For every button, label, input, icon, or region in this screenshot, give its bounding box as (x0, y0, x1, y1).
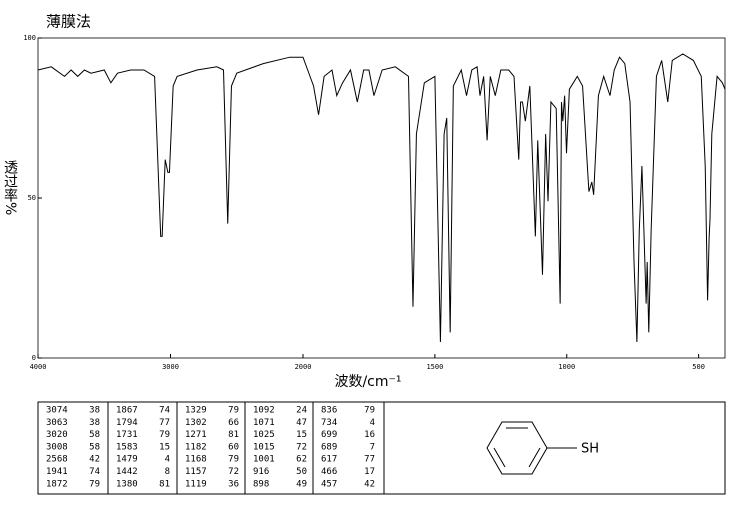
peak-transmittance: 49 (296, 479, 307, 489)
peak-transmittance: 15 (296, 430, 307, 440)
peak-transmittance: 38 (89, 418, 100, 428)
peak-transmittance: 16 (364, 430, 375, 440)
peak-wavenumber: 1442 (116, 467, 138, 477)
peak-wavenumber: 466 (321, 467, 337, 477)
benzene-ring (486, 421, 577, 475)
y-tick-label: 0 (32, 354, 36, 362)
peak-transmittance: 15 (159, 442, 170, 452)
table-frame (37, 401, 726, 495)
peak-wavenumber: 3074 (46, 406, 68, 416)
y-axis-label: 透过率% (2, 160, 18, 215)
peak-wavenumber: 1872 (46, 479, 68, 489)
peak-transmittance: 4 (370, 418, 375, 428)
x-tick-label: 500 (692, 363, 705, 371)
peak-wavenumber: 1071 (253, 418, 275, 428)
peak-wavenumber: 699 (321, 430, 337, 440)
peak-wavenumber: 689 (321, 442, 337, 452)
x-tick-label: 2000 (295, 363, 312, 371)
peak-wavenumber: 1182 (185, 442, 207, 452)
peak-transmittance: 66 (228, 418, 239, 428)
x-axis-label: 波数/cm⁻¹ (334, 374, 401, 390)
peak-wavenumber: 457 (321, 479, 337, 489)
peak-wavenumber: 836 (321, 406, 337, 416)
peak-transmittance: 7 (370, 442, 375, 452)
peak-wavenumber: 916 (253, 467, 269, 477)
peak-transmittance: 79 (364, 406, 375, 416)
peak-wavenumber: 1380 (116, 479, 138, 489)
peak-wavenumber: 3008 (46, 442, 68, 452)
peak-wavenumber: 1025 (253, 430, 275, 440)
y-tick-label: 50 (28, 194, 36, 202)
peak-transmittance: 77 (364, 455, 375, 465)
peak-transmittance: 72 (228, 467, 239, 477)
peak-transmittance: 72 (296, 442, 307, 452)
peak-wavenumber: 898 (253, 479, 269, 489)
peak-transmittance: 4 (165, 455, 170, 465)
peak-wavenumber: 1479 (116, 455, 138, 465)
peak-wavenumber: 1015 (253, 442, 275, 452)
peak-transmittance: 81 (228, 430, 239, 440)
peak-transmittance: 36 (228, 479, 239, 489)
y-tick-label: 100 (23, 34, 36, 42)
peak-wavenumber: 1302 (185, 418, 207, 428)
peak-wavenumber: 1157 (185, 467, 207, 477)
peak-transmittance: 42 (364, 479, 375, 489)
peak-transmittance: 79 (159, 430, 170, 440)
peak-transmittance: 47 (296, 418, 307, 428)
x-tick-label: 3000 (162, 363, 179, 371)
peak-transmittance: 17 (364, 467, 375, 477)
x-tick-label: 1000 (558, 363, 575, 371)
peak-wavenumber: 1168 (185, 455, 207, 465)
chart-title: 薄膜法 (46, 13, 91, 31)
peak-wavenumber: 1271 (185, 430, 207, 440)
peak-transmittance: 81 (159, 479, 170, 489)
peak-wavenumber: 3020 (46, 430, 68, 440)
peak-wavenumber: 1092 (253, 406, 275, 416)
peak-wavenumber: 1001 (253, 455, 275, 465)
peak-transmittance: 58 (89, 442, 100, 452)
substituent-label: SH (581, 442, 599, 457)
peak-wavenumber: 1731 (116, 430, 138, 440)
peak-transmittance: 74 (89, 467, 100, 477)
peak-transmittance: 24 (296, 406, 307, 416)
peak-transmittance: 62 (296, 455, 307, 465)
peak-transmittance: 42 (89, 455, 100, 465)
peak-wavenumber: 1583 (116, 442, 138, 452)
peak-transmittance: 79 (228, 455, 239, 465)
peak-transmittance: 58 (89, 430, 100, 440)
peak-wavenumber: 3063 (46, 418, 68, 428)
peak-transmittance: 79 (89, 479, 100, 489)
peak-wavenumber: 1941 (46, 467, 68, 477)
peak-transmittance: 74 (159, 406, 170, 416)
plot-frame (37, 37, 726, 359)
peak-transmittance: 50 (296, 467, 307, 477)
peak-transmittance: 38 (89, 406, 100, 416)
peak-wavenumber: 2568 (46, 455, 68, 465)
peak-transmittance: 77 (159, 418, 170, 428)
x-tick-label: 1500 (426, 363, 443, 371)
peak-wavenumber: 1329 (185, 406, 207, 416)
peak-transmittance: 60 (228, 442, 239, 452)
x-tick-label: 4000 (30, 363, 47, 371)
peak-wavenumber: 1794 (116, 418, 138, 428)
peak-wavenumber: 1867 (116, 406, 138, 416)
spectrum-line (37, 53, 726, 343)
table-dividers (107, 402, 385, 494)
peak-transmittance: 79 (228, 406, 239, 416)
peak-transmittance: 8 (165, 467, 170, 477)
peak-wavenumber: 617 (321, 455, 337, 465)
peak-wavenumber: 734 (321, 418, 337, 428)
peak-wavenumber: 1119 (185, 479, 207, 489)
